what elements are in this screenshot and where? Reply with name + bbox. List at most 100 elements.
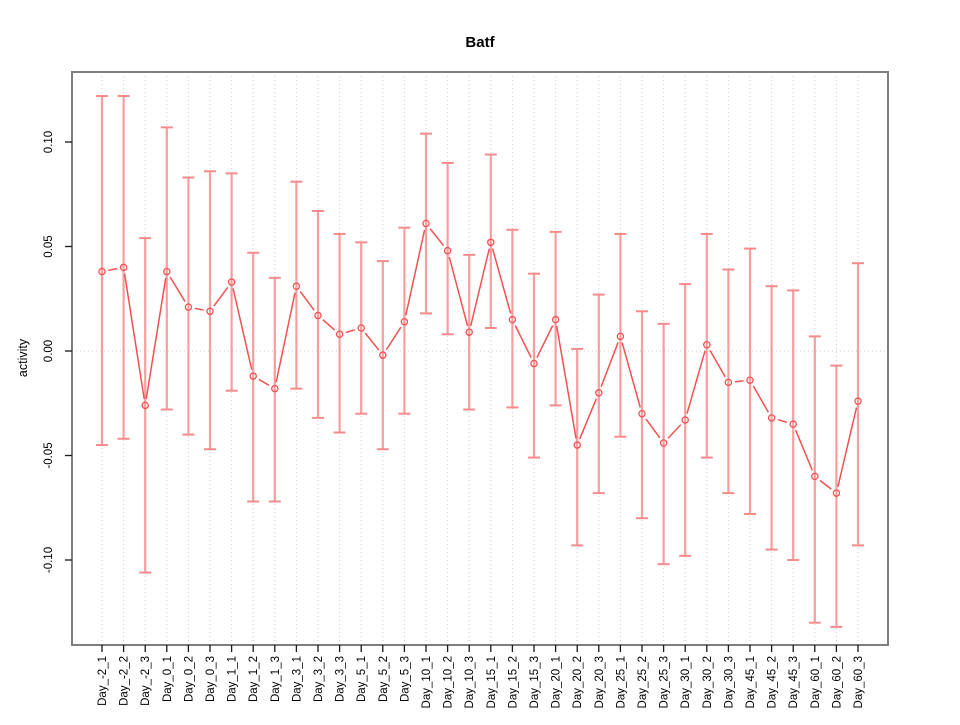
data-point (400, 317, 409, 326)
series-segment (299, 290, 315, 311)
x-tick-label: Day_1_2 (248, 656, 260, 702)
x-tick-label: Day_5_1 (356, 656, 368, 702)
series-segment (108, 267, 118, 272)
data-point (314, 311, 322, 320)
x-tick-label: Day_-2_3 (140, 656, 152, 706)
series-segment (645, 418, 661, 439)
x-tick-label: Day_15_2 (507, 656, 519, 708)
x-tick-label: Day_3_1 (291, 656, 303, 702)
series-segment (819, 479, 832, 490)
series-segment (194, 307, 204, 311)
series-segment (621, 342, 641, 408)
data-point (767, 414, 776, 422)
x-tick-label: Day_0_1 (162, 656, 174, 702)
plot-area: 0.10 0.05 0.00 -0.05 -0.10 Day_-2_1 Day_-2_2 Da… (43, 71, 889, 708)
series-segment (145, 277, 167, 400)
x-tick-label: Day_5_2 (378, 656, 390, 702)
series-segment (734, 380, 744, 383)
data-point (141, 401, 149, 410)
x-tick-label: Day_15_3 (529, 656, 541, 708)
data-point (724, 378, 733, 387)
x-tick-label: Day_30_3 (723, 656, 735, 708)
data-point (119, 263, 128, 272)
data-point (551, 315, 560, 324)
x-tick-label: Day_5_3 (399, 656, 411, 702)
x-tick-label: Day_45_3 (788, 656, 800, 708)
data-point (443, 246, 452, 255)
x-tick-label: Day_10_2 (443, 656, 455, 708)
data-point (746, 376, 754, 385)
data-point (616, 332, 625, 341)
series-segment (794, 429, 814, 471)
x-tick-label: Day_3_3 (335, 656, 347, 702)
data-point (703, 340, 711, 349)
data-point (595, 389, 603, 397)
data-point (227, 278, 236, 286)
series-segment (213, 286, 229, 307)
data-point (357, 324, 365, 332)
series-segment (600, 342, 619, 387)
x-tick-label: Day_25_1 (615, 656, 627, 708)
data-point (271, 384, 279, 393)
x-tick-label: Day_1_3 (270, 656, 282, 702)
x-tick-label: Day_-2_2 (119, 656, 131, 706)
series-segment (555, 325, 577, 439)
data-point (789, 420, 797, 428)
data-point (335, 330, 344, 339)
series-segment (232, 288, 253, 370)
x-tick-label: Day_15_1 (486, 656, 498, 708)
series-segment (275, 292, 296, 383)
y-tick-label: -0.05 (43, 442, 55, 468)
x-tick-label: Day_20_1 (551, 656, 563, 708)
x-tick-label: Day_1_1 (227, 656, 239, 702)
series-segment (448, 256, 469, 327)
series-segment (322, 319, 336, 331)
x-tick-label: Day_3_2 (313, 656, 325, 702)
x-tick-label: Day_-2_1 (97, 656, 109, 706)
series-segment (491, 248, 512, 314)
y-tick-label: 0.05 (43, 235, 55, 257)
data-point (249, 372, 257, 380)
data-point (422, 219, 430, 228)
series-segment (686, 350, 706, 414)
data-point (292, 282, 301, 290)
data-point (206, 307, 214, 316)
x-tick-label: Day_30_2 (702, 656, 714, 708)
data-point (681, 416, 689, 424)
series-segment (514, 325, 532, 359)
x-tick-label: Day_45_2 (767, 656, 779, 708)
x-tick-label: Day_60_3 (853, 656, 865, 708)
data-point (508, 315, 517, 324)
data-point (379, 351, 387, 359)
series-segment (469, 248, 491, 327)
y-tick-label: 0.00 (43, 340, 55, 362)
x-tick-label: Day_25_2 (637, 656, 649, 708)
data-point (465, 328, 473, 336)
data-point (530, 359, 538, 368)
series-segment (364, 332, 380, 351)
series-segment (258, 378, 270, 387)
x-tick-label: Day_20_3 (594, 656, 606, 708)
series-segment (536, 325, 554, 359)
series-segment (709, 349, 726, 378)
x-tick-label: Day_25_3 (659, 656, 671, 708)
data-point (832, 489, 841, 497)
x-tick-label: Day_45_1 (745, 656, 757, 708)
chart-title: Batf (465, 34, 495, 51)
series-segment (578, 398, 598, 440)
data-point (487, 238, 495, 247)
x-tick-label: Day_0_3 (205, 656, 217, 702)
data-point (573, 441, 581, 449)
series-segment (777, 418, 788, 424)
series-segment (429, 228, 445, 247)
series-segment (405, 229, 426, 316)
x-tick-label: Day_60_1 (810, 656, 822, 708)
data-point (638, 409, 646, 418)
data-point (98, 267, 106, 276)
series-segment (345, 329, 356, 334)
y-tick-label: 0.10 (43, 131, 55, 153)
data-point (184, 303, 193, 311)
x-tick-label: Day_30_1 (680, 656, 692, 708)
